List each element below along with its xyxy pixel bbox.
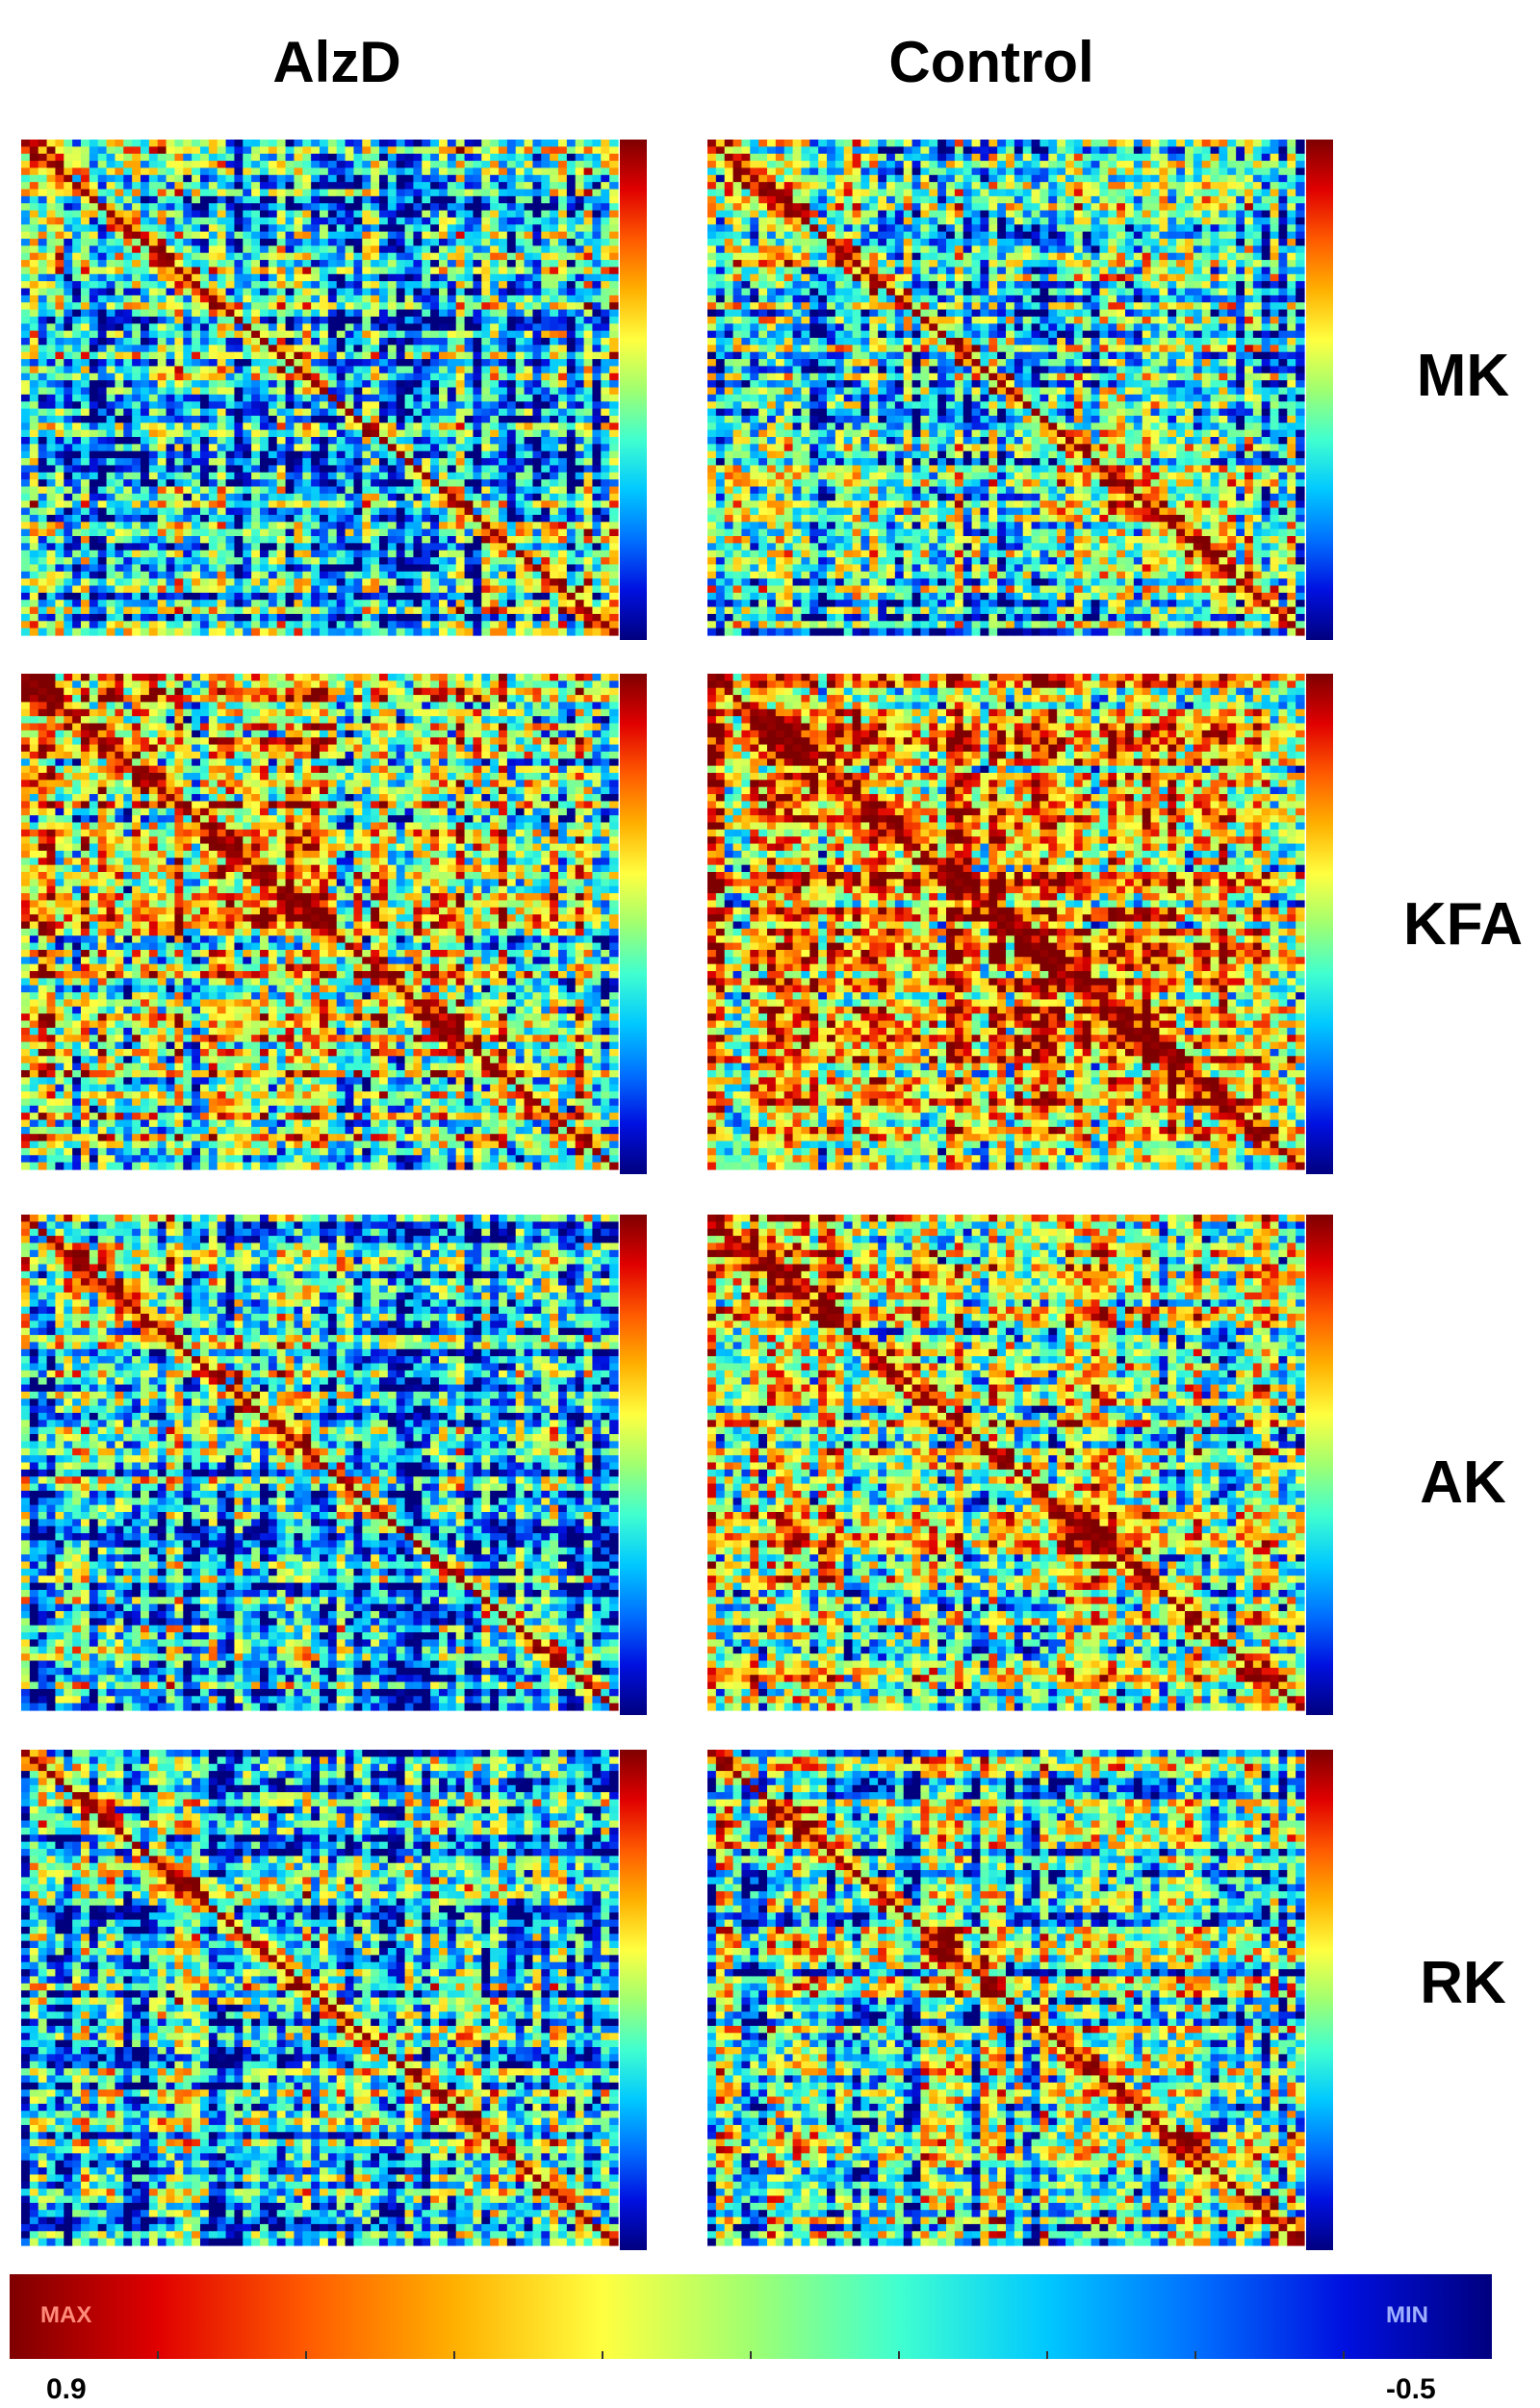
row-label-mk: MK xyxy=(1386,342,1540,410)
panel-colorbar xyxy=(620,140,647,640)
colorbar-gradient xyxy=(10,2274,1492,2359)
row-label-rk: RK xyxy=(1386,1949,1540,2017)
colorbar-min-value: -0.5 xyxy=(1386,2373,1436,2406)
panel-colorbar xyxy=(1306,674,1333,1174)
heatmap-cells xyxy=(707,140,1305,636)
heatmap-cells xyxy=(707,1215,1305,1711)
heatmap-cells xyxy=(21,140,619,636)
heatmap-control-ak xyxy=(707,1215,1333,1715)
row-label-kfa: KFA xyxy=(1386,890,1540,959)
heatmap-control-rk xyxy=(707,1750,1333,2250)
heatmap-control-mk xyxy=(707,140,1333,640)
heatmap-alzd-ak xyxy=(21,1215,647,1715)
heatmap-alzd-rk xyxy=(21,1750,647,2250)
heatmap-cells xyxy=(21,1750,619,2246)
heatmap-cells xyxy=(21,1215,619,1711)
panel-colorbar xyxy=(1306,1750,1333,2250)
row-label-ak: AK xyxy=(1386,1448,1540,1517)
heatmap-alzd-mk xyxy=(21,140,647,640)
panel-colorbar xyxy=(620,1215,647,1715)
panel-colorbar xyxy=(620,674,647,1174)
heatmap-alzd-kfa xyxy=(21,674,647,1174)
heatmap-cells xyxy=(21,674,619,1170)
colorbar-min-label: MIN xyxy=(1386,2302,1428,2329)
column-title-alzd: AlzD xyxy=(192,29,481,95)
heatmap-control-kfa xyxy=(707,674,1333,1174)
heatmap-cells xyxy=(707,1750,1305,2246)
panel-colorbar xyxy=(1306,140,1333,640)
panel-colorbar xyxy=(620,1750,647,2250)
panel-colorbar xyxy=(1306,1215,1333,1715)
colorbar-max-label: MAX xyxy=(40,2302,91,2329)
colorbar-max-value: 0.9 xyxy=(46,2373,87,2406)
colorbar xyxy=(10,2274,1492,2359)
column-title-control: Control xyxy=(847,29,1136,95)
heatmap-cells xyxy=(707,674,1305,1170)
